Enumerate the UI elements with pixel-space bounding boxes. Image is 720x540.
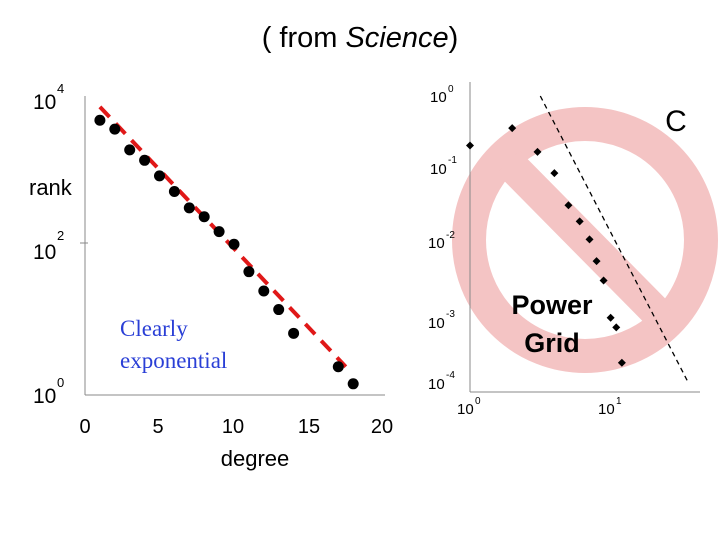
right-y-tick-label: 10	[428, 315, 445, 332]
right-y-tick-label: 10	[430, 89, 447, 106]
left-data-point	[213, 226, 225, 238]
power-grid-label-line-2: Grid	[524, 328, 580, 358]
left-data-point	[243, 266, 255, 278]
right-chart: 10 0 10 -1 10 -2 10 -3 10 -4 10 0 10 1 C…	[428, 82, 718, 418]
left-x-tick-label: 10	[222, 416, 244, 438]
left-data-point	[139, 154, 151, 166]
right-data-point	[508, 124, 517, 133]
left-y-tick-exp: 0	[57, 375, 64, 390]
annotation-line-2: exponential	[120, 348, 227, 373]
prohibition-ring	[452, 107, 718, 373]
right-data-point	[617, 358, 626, 367]
title-prefix: ( from	[261, 22, 346, 54]
right-y-tick-label: 10	[428, 235, 445, 252]
power-grid-label-line-1: Power	[511, 290, 593, 320]
right-x-tick-label: 10	[598, 401, 615, 418]
right-y-tick-exp: 0	[448, 84, 454, 95]
right-y-tick-label: 10	[428, 376, 445, 393]
right-data-point	[466, 141, 474, 150]
right-data-point	[606, 313, 615, 322]
left-x-axis-label: degree	[221, 446, 290, 471]
right-x-tick-exp: 0	[475, 396, 481, 407]
left-y-tick-label: 10	[33, 241, 56, 264]
right-data-point	[599, 276, 608, 285]
prohibition-bar	[496, 150, 674, 330]
right-data-point	[550, 169, 559, 178]
right-data-point	[585, 235, 594, 244]
right-data-point	[575, 217, 584, 226]
right-y-tick-exp: -1	[448, 155, 457, 166]
right-y-tick-exp: -4	[446, 370, 455, 381]
left-data-point	[124, 144, 136, 156]
left-data-point	[228, 238, 240, 250]
title-suffix: )	[448, 22, 459, 54]
left-data-point	[198, 211, 210, 223]
right-data-point	[564, 201, 573, 210]
left-data-point	[154, 170, 165, 182]
right-y-tick-exp: -2	[446, 230, 455, 241]
left-y-tick-exp: 4	[57, 81, 64, 96]
left-x-tick-label: 0	[79, 416, 90, 438]
left-y-axis-label: rank	[29, 175, 73, 200]
panel-label: C	[665, 105, 687, 138]
left-y-tick-label: 10	[33, 91, 56, 114]
left-x-tick-label: 5	[152, 416, 163, 438]
right-y-tick-label: 10	[430, 161, 447, 178]
right-data-points	[466, 124, 626, 367]
left-fit-line	[98, 105, 348, 369]
left-data-point	[273, 304, 285, 316]
left-data-point	[288, 327, 300, 339]
left-data-point	[168, 185, 180, 197]
left-data-point	[347, 378, 359, 390]
right-x-tick-label: 10	[457, 401, 474, 418]
slide-title: ( from Science)	[0, 22, 720, 55]
left-chart: 10 4 10 2 10 0 rank degree 0 5 10 15 20 …	[29, 81, 393, 471]
left-x-tick-label: 15	[298, 416, 320, 438]
right-data-point	[592, 257, 601, 266]
left-data-point	[109, 123, 121, 135]
right-data-point	[612, 323, 621, 332]
left-data-point	[332, 361, 344, 373]
left-data-points	[94, 114, 359, 390]
right-data-point	[533, 147, 542, 156]
right-y-tick-exp: -3	[446, 309, 455, 320]
title-journal: Science	[345, 22, 449, 54]
left-y-tick-label: 10	[33, 385, 56, 408]
right-x-tick-exp: 1	[616, 396, 622, 407]
left-data-point	[94, 114, 106, 126]
left-y-tick-exp: 2	[57, 228, 64, 243]
annotation-line-1: Clearly	[120, 316, 188, 341]
left-data-point	[183, 202, 195, 214]
left-x-tick-label: 20	[371, 416, 393, 438]
left-data-point	[258, 285, 270, 297]
